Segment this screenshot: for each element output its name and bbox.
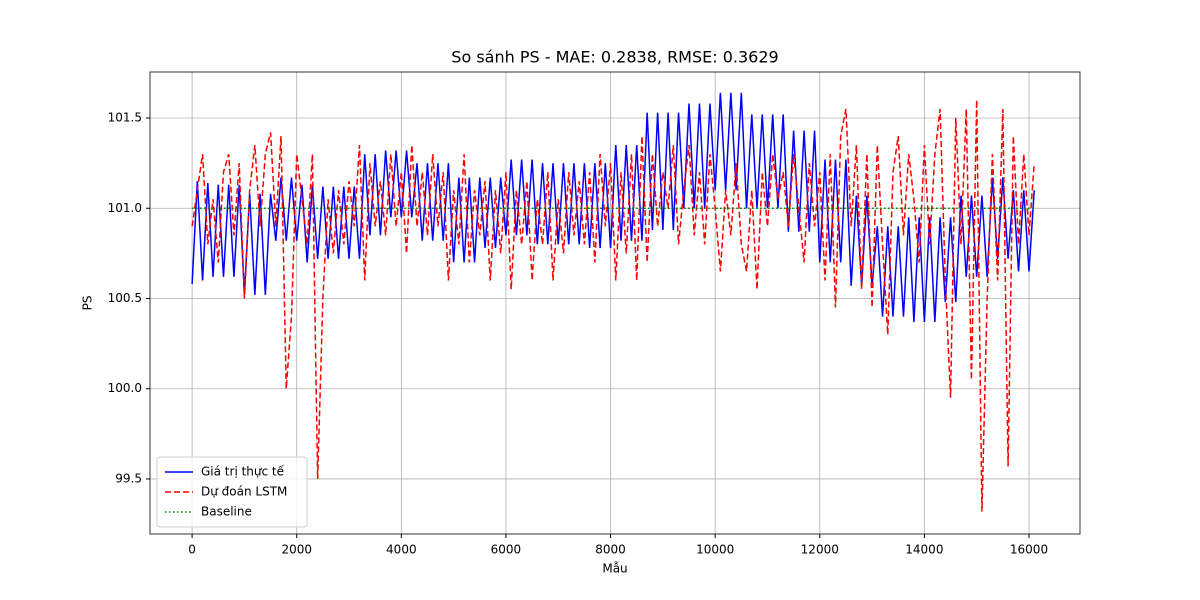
legend-label: Dự đoán LSTM	[201, 485, 287, 499]
x-tick-label: 6000	[491, 543, 522, 557]
data-line	[191, 92, 1035, 322]
y-tick-label: 99.5	[115, 471, 142, 485]
x-tick-label: 14000	[905, 543, 943, 557]
legend-label: Giá trị thực tế	[201, 465, 285, 479]
x-tick-label: 10000	[696, 543, 734, 557]
data-line	[191, 99, 1035, 512]
legend-box	[156, 456, 308, 528]
plot-frame	[149, 71, 1081, 535]
y-tick-label: 100.0	[108, 381, 142, 395]
x-tick-label: 0	[188, 543, 196, 557]
y-tick-label: 101.5	[108, 111, 142, 125]
y-tick-label: 100.5	[108, 291, 142, 305]
y-axis-label: PS	[81, 296, 95, 311]
x-axis-label: Mẫu	[602, 562, 627, 576]
x-tick-label: 4000	[386, 543, 417, 557]
legend-label: Baseline	[201, 505, 252, 519]
x-tick-label: 16000	[1010, 543, 1048, 557]
chart-title: So sánh PS - MAE: 0.2838, RMSE: 0.3629	[451, 48, 778, 67]
y-tick-label: 101.0	[108, 201, 142, 215]
x-tick-label: 2000	[281, 543, 312, 557]
x-tick-label: 12000	[801, 543, 839, 557]
x-tick-label: 8000	[595, 543, 626, 557]
